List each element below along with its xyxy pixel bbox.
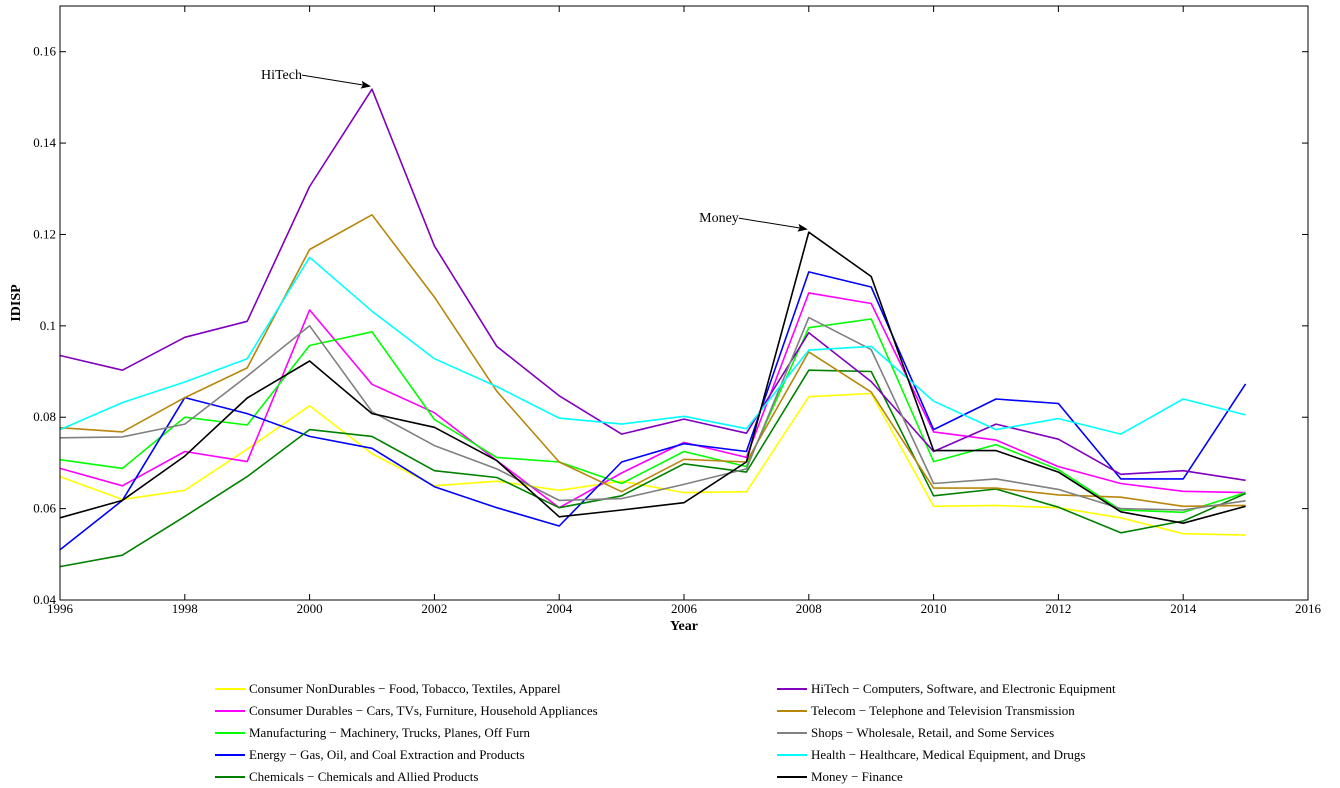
series-line-2 [59, 318, 1246, 514]
y-tick-label: 0.04 [33, 592, 56, 607]
x-tick-label: 2010 [921, 601, 947, 616]
y-tick-label: 0.08 [33, 409, 56, 424]
x-tick-label: 1998 [172, 601, 198, 616]
legend-label: Manufacturing − Machinery, Trucks, Plane… [249, 725, 531, 740]
annotation-layer: HiTech Money [261, 68, 808, 232]
legend-label: Consumer NonDurables − Food, Tobacco, Te… [249, 681, 561, 696]
series-layer [59, 88, 1247, 568]
y-axis-label: IDISP [9, 284, 24, 322]
legend-label: Energy − Gas, Oil, and Coal Extraction a… [249, 747, 525, 762]
x-tick-label: 1996 [47, 601, 74, 616]
legend: Consumer NonDurables − Food, Tobacco, Te… [215, 681, 1116, 784]
series-line-9 [59, 231, 1246, 525]
x-axis-label: Year [670, 619, 698, 634]
x-tick-label: 2004 [546, 601, 573, 616]
series-line-6 [59, 214, 1246, 508]
y-tick-label: 0.16 [33, 44, 56, 59]
y-tick-label: 0.14 [33, 135, 56, 150]
legend-label: Consumer Durables − Cars, TVs, Furniture… [249, 703, 598, 718]
series-line-4 [59, 369, 1246, 568]
legend-label: Telecom − Telephone and Television Trans… [811, 703, 1075, 718]
legend-label: HiTech − Computers, Software, and Electr… [811, 681, 1116, 696]
y-tick-label: 0.12 [33, 226, 56, 241]
x-tick-label: 2002 [421, 601, 447, 616]
series-line-3 [59, 271, 1247, 551]
y-tick-label: 0.06 [33, 501, 56, 516]
legend-label: Health − Healthcare, Medical Equipment, … [811, 747, 1085, 762]
annotation-label: HiTech [261, 68, 302, 83]
series-line-8 [59, 256, 1246, 435]
x-tick-label: 2012 [1045, 601, 1071, 616]
series-line-1 [59, 292, 1246, 509]
annotation-arrow [301, 74, 371, 89]
x-tick-label: 2006 [671, 601, 698, 616]
axes-layer: 1996 1998 2000 2002 2004 2006 2008 2010 2012 2014… [33, 6, 1322, 616]
x-tick-label: 2016 [1295, 601, 1322, 616]
y-tick-label: 0.1 [40, 318, 56, 333]
x-tick-label: 2000 [297, 601, 323, 616]
series-line-0 [59, 392, 1246, 536]
x-tick-label: 2008 [796, 601, 822, 616]
legend-label: Chemicals − Chemicals and Allied Product… [249, 769, 478, 784]
series-line-7 [59, 316, 1246, 511]
annotation-arrow [738, 217, 808, 232]
x-tick-label: 2014 [1170, 601, 1197, 616]
series-line-5 [59, 88, 1246, 482]
legend-label: Money − Finance [811, 769, 903, 784]
legend-label: Shops − Wholesale, Retail, and Some Serv… [811, 725, 1054, 740]
annotation-label: Money [699, 211, 739, 226]
